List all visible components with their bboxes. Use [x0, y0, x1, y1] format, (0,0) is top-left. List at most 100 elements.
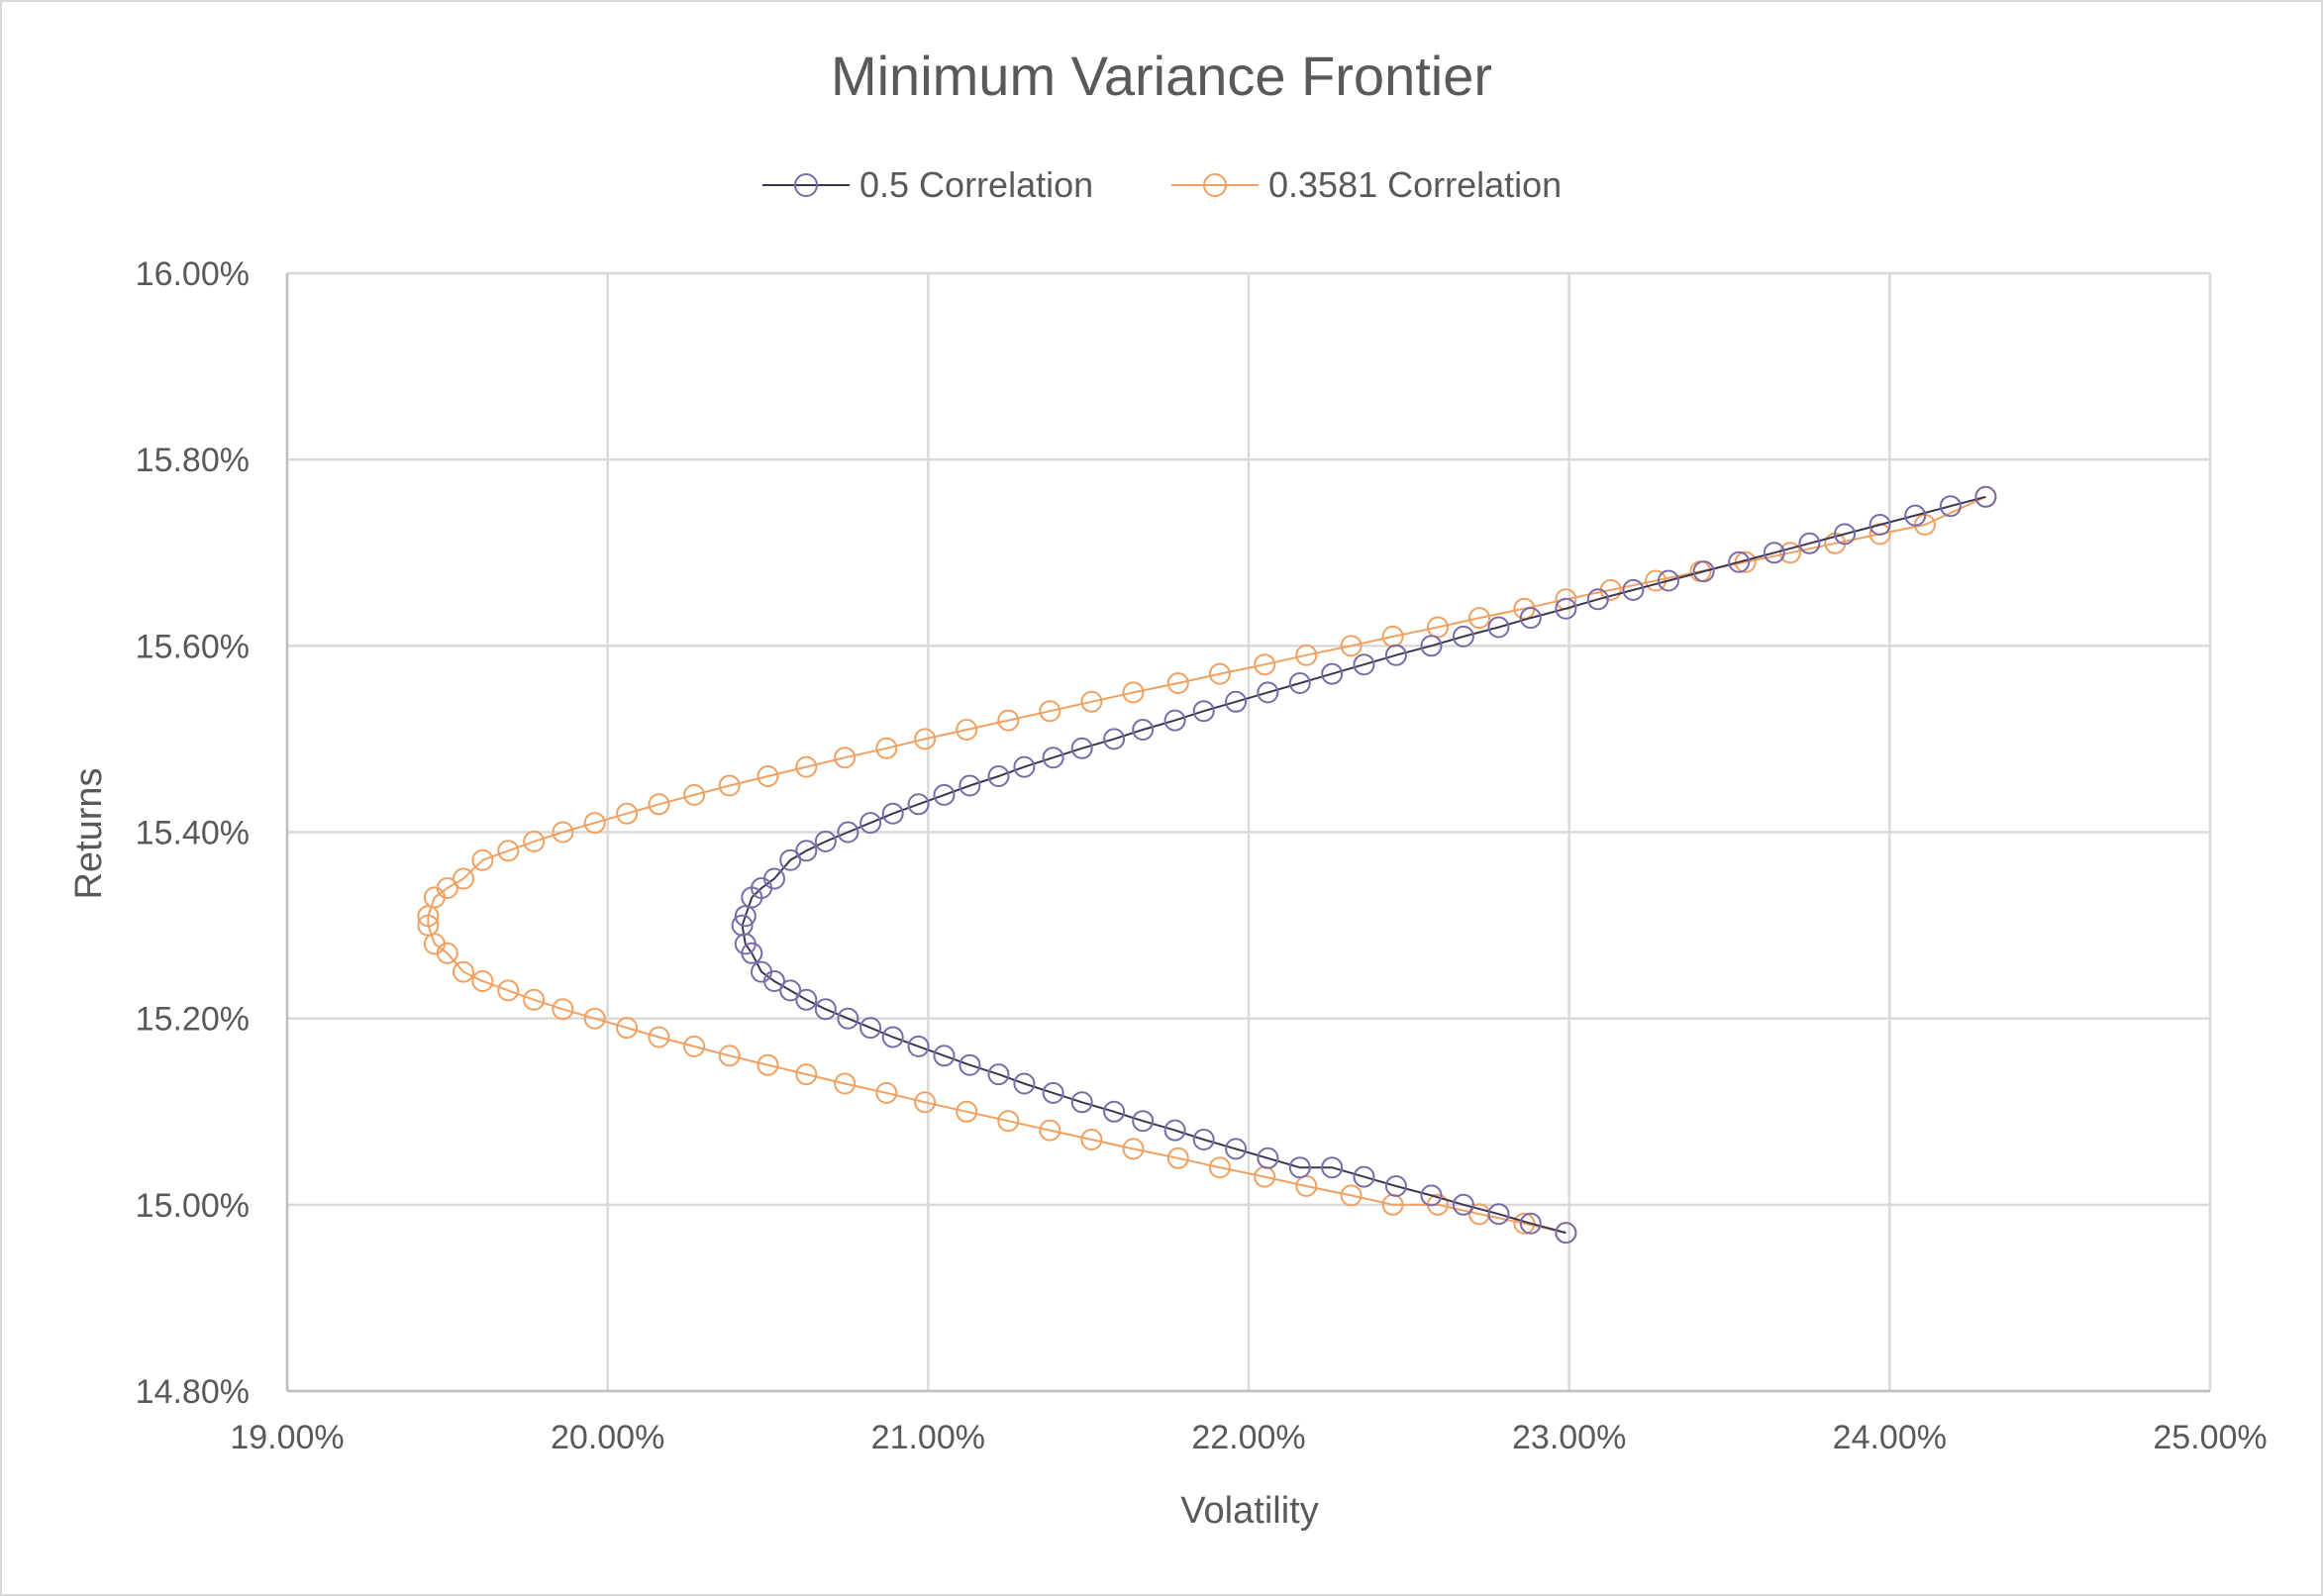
data-point-0.5-correlation: [1974, 485, 1997, 508]
data-point-0.5-correlation: [1384, 1175, 1407, 1197]
data-point-0.5-correlation: [1728, 550, 1751, 573]
data-point-0.3581-correlation: [1208, 662, 1231, 685]
axes: [285, 273, 2210, 1393]
data-point-0.5-correlation: [907, 793, 930, 816]
data-point-0.5-correlation: [1834, 523, 1856, 546]
data-point-0.5-correlation: [1257, 681, 1279, 704]
data-point-0.3581-correlation: [718, 774, 741, 797]
data-point-0.5-correlation: [751, 960, 772, 983]
data-point-0.3581-correlation: [453, 867, 474, 890]
data-point-0.5-correlation: [1257, 1147, 1279, 1169]
data-point-0.5-correlation: [1763, 542, 1785, 564]
data-point-0.3581-correlation: [683, 1035, 706, 1057]
data-point-0.3581-correlation: [453, 960, 474, 983]
data-point-0.5-correlation: [795, 988, 818, 1011]
data-point-0.5-correlation: [1132, 719, 1155, 741]
data-point-0.3581-correlation: [795, 1063, 818, 1086]
data-point-0.3581-correlation: [648, 1026, 670, 1048]
legend: 0.5 Correlation 0.3581 Correlation: [762, 164, 1562, 205]
data-point-0.5-correlation: [1487, 1203, 1510, 1226]
data-point-0.5-correlation: [779, 979, 802, 1002]
data-point-0.3581-correlation: [1122, 681, 1145, 704]
data-point-0.5-correlation: [1384, 644, 1407, 666]
data-point-0.5-correlation: [1192, 700, 1215, 723]
data-point-0.5-correlation: [1692, 560, 1715, 583]
x-tick-label: 19.00%: [230, 1419, 344, 1456]
y-tick-label: 15.40%: [136, 815, 250, 852]
series-0.3581-correlation: [417, 485, 1997, 1245]
data-point-0.5-correlation: [1420, 635, 1443, 657]
x-axis-ticks: 19.00% 20.00% 21.00% 22.00% 23.00% 24.00% 25.0…: [230, 1419, 2267, 1456]
data-point-0.5-correlation: [933, 1045, 956, 1067]
data-point-0.5-correlation: [933, 783, 956, 806]
data-point-0.5-correlation: [1555, 597, 1577, 620]
data-point-0.5-correlation: [1452, 625, 1474, 648]
data-point-0.5-correlation: [907, 1035, 930, 1057]
data-point-0.5-correlation: [1487, 616, 1510, 639]
y-tick-label: 15.80%: [136, 442, 250, 479]
data-point-0.5-correlation: [959, 774, 981, 797]
data-point-0.3581-correlation: [914, 1091, 937, 1114]
data-point-0.5-correlation: [859, 812, 882, 835]
data-point-0.3581-correlation: [875, 1081, 898, 1104]
data-point-0.3581-correlation: [834, 1072, 857, 1095]
y-axis-ticks: 16.00% 15.80% 15.60% 15.40% 15.20% 15.00% 14.8…: [136, 255, 250, 1411]
data-point-0.5-correlation: [814, 830, 837, 852]
legend-marker-0.3581-correlation: [1203, 173, 1227, 197]
data-point-0.5-correlation: [987, 1063, 1010, 1086]
data-point-0.5-correlation: [1288, 672, 1311, 694]
data-point-0.5-correlation: [1904, 504, 1927, 527]
data-point-0.5-correlation: [959, 1053, 981, 1076]
legend-entry-0.5-correlation: 0.5 Correlation: [762, 164, 1093, 205]
data-point-0.3581-correlation: [683, 783, 706, 806]
y-tick-label: 14.80%: [136, 1373, 250, 1411]
data-point-0.5-correlation: [1225, 690, 1248, 713]
data-point-0.3581-correlation: [523, 988, 546, 1011]
data-point-0.5-correlation: [1519, 607, 1542, 630]
x-tick-label: 23.00%: [1512, 1419, 1626, 1456]
data-point-0.3581-correlation: [1122, 1138, 1145, 1160]
data-point-0.3581-correlation: [1779, 542, 1801, 564]
data-point-0.3581-correlation: [1080, 690, 1103, 713]
data-point-0.5-correlation: [1163, 709, 1186, 732]
y-tick-label: 15.20%: [136, 1001, 250, 1039]
legend-label-0.5-correlation: 0.5 Correlation: [859, 164, 1093, 205]
data-point-0.5-correlation: [1321, 1156, 1344, 1179]
x-tick-label: 22.00%: [1191, 1419, 1305, 1456]
data-point-0.3581-correlation: [436, 877, 458, 899]
data-point-0.3581-correlation: [1254, 653, 1276, 676]
data-point-0.5-correlation: [1013, 755, 1036, 778]
data-point-0.5-correlation: [881, 1026, 904, 1048]
data-point-0.3581-correlation: [1080, 1129, 1103, 1150]
x-tick-label: 25.00%: [2153, 1419, 2267, 1456]
data-point-0.5-correlation: [779, 848, 802, 871]
data-point-0.5-correlation: [987, 765, 1010, 787]
data-point-0.3581-correlation: [718, 1045, 741, 1067]
data-point-0.5-correlation: [1163, 1119, 1186, 1142]
data-point-0.5-correlation: [1288, 1156, 1311, 1179]
data-point-0.5-correlation: [1798, 532, 1821, 554]
data-point-0.3581-correlation: [997, 709, 1020, 732]
data-point-0.3581-correlation: [956, 719, 978, 741]
data-point-0.5-correlation: [1353, 1165, 1375, 1188]
data-point-0.5-correlation: [1586, 588, 1609, 611]
data-point-0.3581-correlation: [552, 821, 574, 844]
y-tick-label: 16.00%: [136, 255, 250, 293]
data-point-0.5-correlation: [1192, 1129, 1215, 1150]
data-point-0.3581-correlation: [616, 1017, 639, 1040]
data-point-0.3581-correlation: [583, 812, 606, 835]
data-point-0.5-correlation: [795, 840, 818, 862]
chart-title: Minimum Variance Frontier: [831, 45, 1492, 107]
gridlines: [285, 271, 2212, 1393]
data-point-0.5-correlation: [837, 1007, 859, 1030]
data-point-0.5-correlation: [1070, 1091, 1093, 1114]
y-tick-label: 15.00%: [136, 1187, 250, 1225]
legend-marker-0.5-correlation: [794, 173, 818, 197]
data-point-0.3581-correlation: [648, 793, 670, 816]
data-point-0.5-correlation: [1103, 1100, 1126, 1123]
data-point-0.5-correlation: [1042, 747, 1064, 769]
data-point-0.5-correlation: [1555, 1222, 1577, 1245]
legend-entry-0.3581-correlation: 0.3581 Correlation: [1171, 164, 1562, 205]
series-line-0.3581-correlation: [427, 495, 1986, 1235]
data-point-0.3581-correlation: [616, 802, 639, 825]
